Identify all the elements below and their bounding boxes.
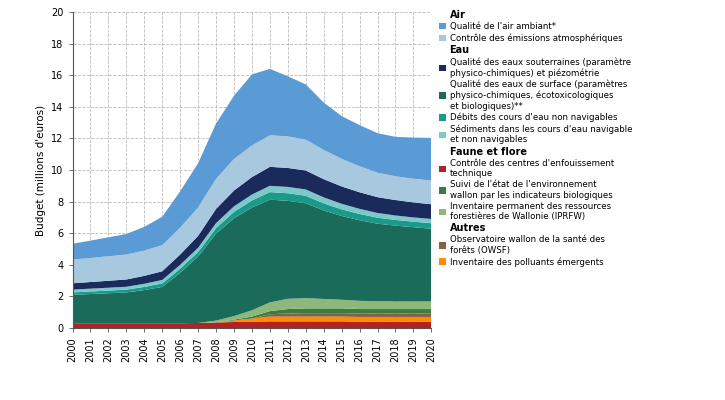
Legend: Air, Qualité de l'air ambiant*, Contrôle des émissions atmosphériques, Eau, Qual: Air, Qualité de l'air ambiant*, Contrôle… [439, 10, 632, 266]
Y-axis label: Budget (millions d'euros): Budget (millions d'euros) [36, 104, 46, 236]
